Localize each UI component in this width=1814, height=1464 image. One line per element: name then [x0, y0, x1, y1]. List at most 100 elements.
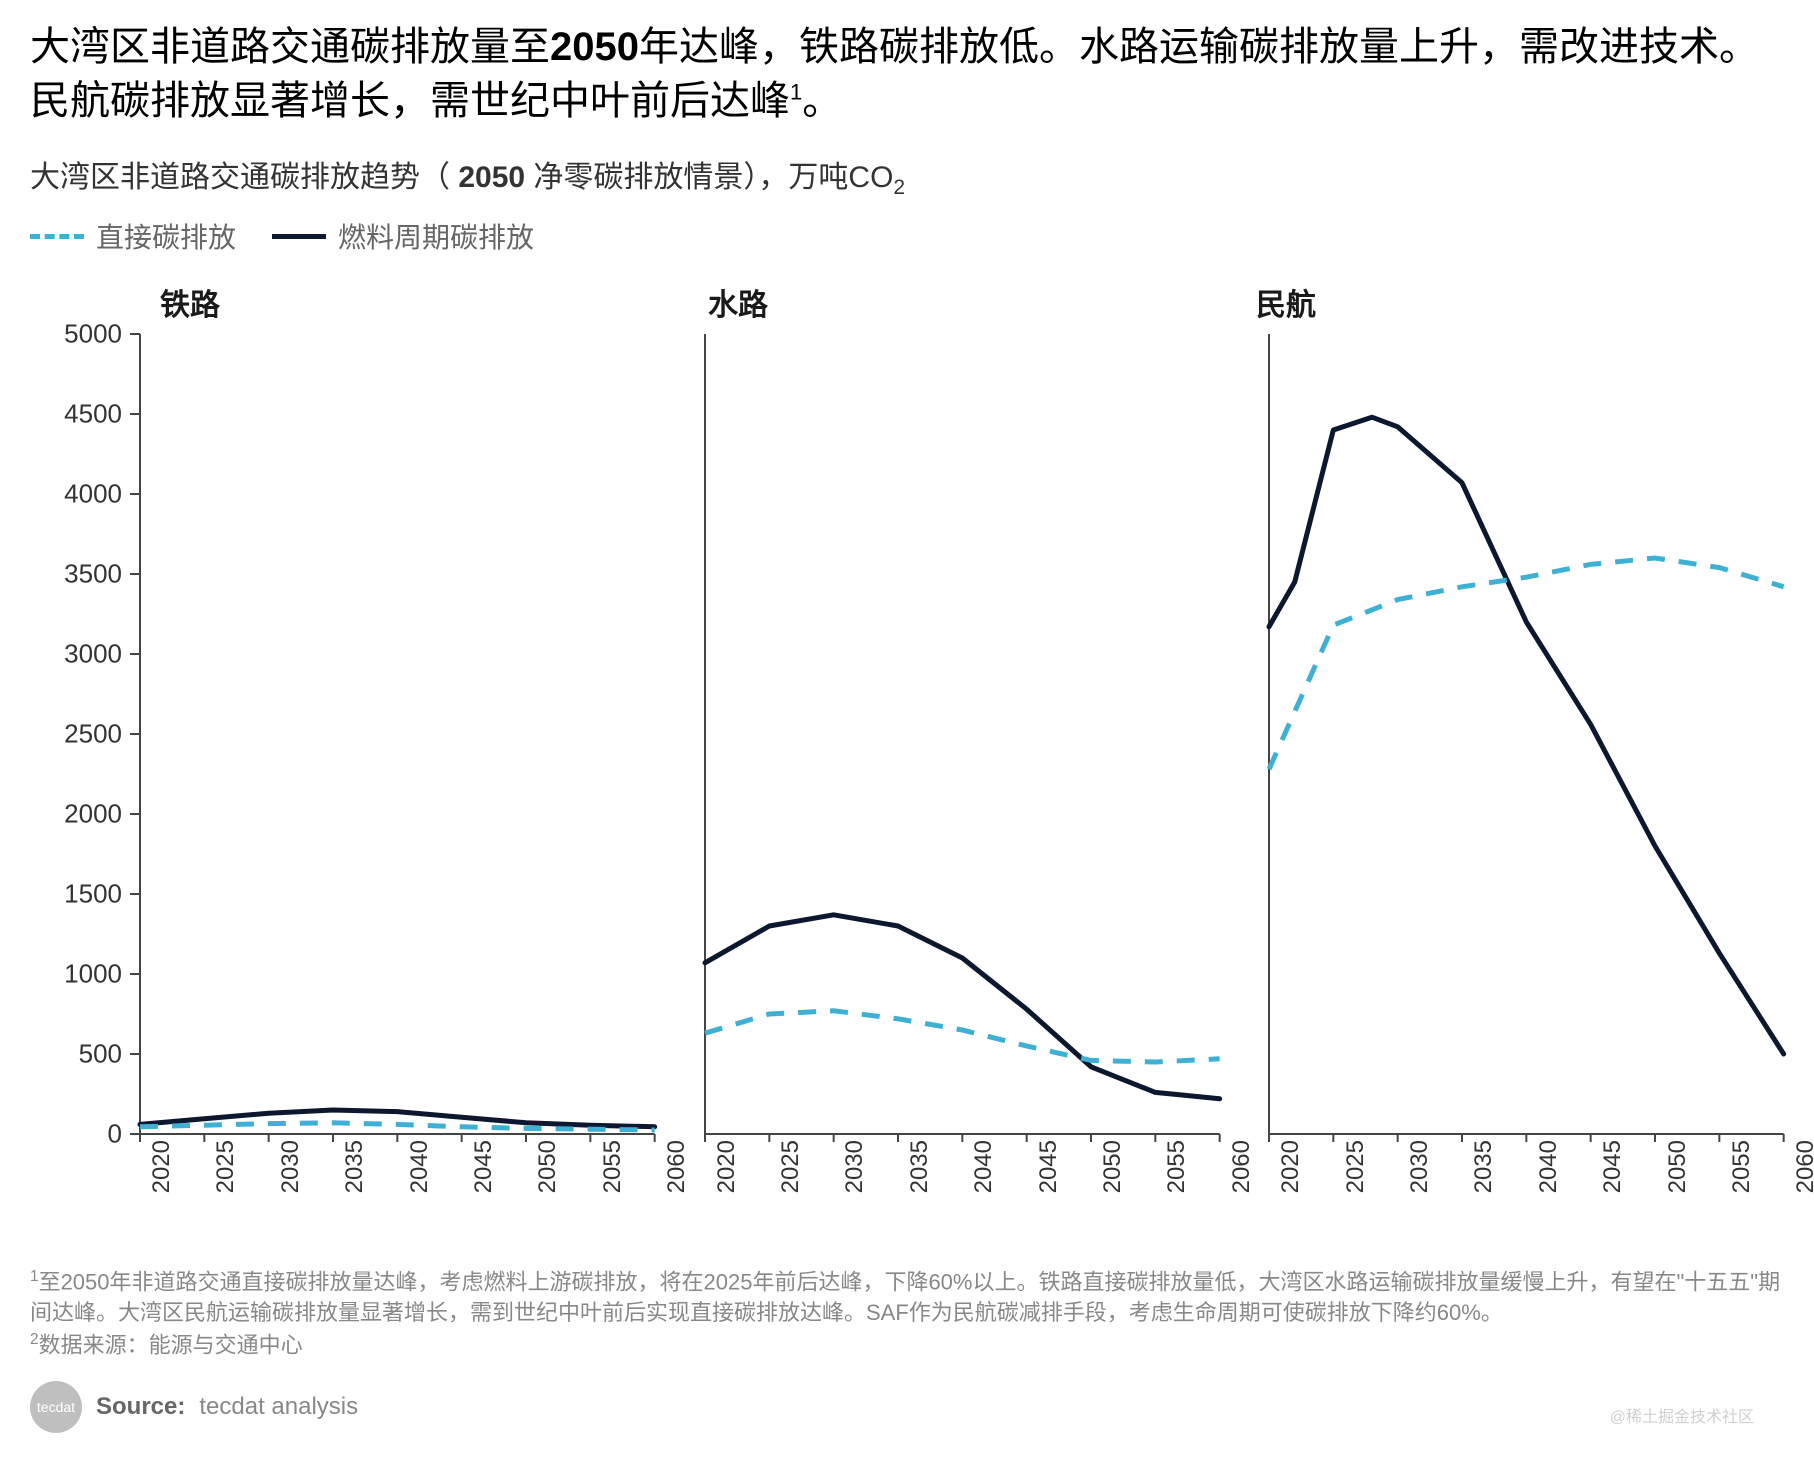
- source-label: Source:: [96, 1393, 185, 1421]
- y-tick-label: 1500: [64, 879, 122, 910]
- y-tick-mark: [130, 733, 140, 735]
- panels-container: [140, 334, 1784, 1134]
- panel-0: [140, 334, 655, 1134]
- headline: 大湾区非道路交通碳排放量至2050年达峰，铁路碳排放低。水路运输碳排放量上升，需…: [30, 20, 1784, 128]
- x-tick-label: 2040: [406, 1140, 434, 1193]
- panel-svg-0: [140, 334, 655, 1134]
- legend: 直接碳排放 燃料周期碳排放: [30, 216, 1784, 256]
- x-tick-label: 2040: [970, 1140, 998, 1193]
- x-tick-label: 2040: [1535, 1140, 1563, 1193]
- subtitle-sub: 2: [893, 176, 905, 199]
- x-tick-label: 2055: [1728, 1140, 1756, 1193]
- series-fuel: [705, 915, 1220, 1099]
- x-labels-0: 202020252030203520402045205020552060: [140, 1140, 655, 1230]
- x-tick-label: 2030: [1406, 1140, 1434, 1193]
- x-tick-label: 2035: [341, 1140, 369, 1193]
- series-direct: [705, 1011, 1220, 1062]
- x-tick-label: 2035: [906, 1140, 934, 1193]
- watermark: @稀土掘金技术社区: [1610, 1403, 1754, 1427]
- subtitle-bold: 2050: [450, 161, 533, 194]
- source-row: tecdat Source: tecdat analysis: [30, 1381, 1784, 1433]
- x-tick-label: 2020: [148, 1140, 176, 1193]
- y-tick-label: 0: [108, 1119, 122, 1150]
- y-tick-label: 2500: [64, 719, 122, 750]
- x-tick-label: 2045: [470, 1140, 498, 1193]
- x-labels-row: 2020 2025 2030 2035 2040 2045 2050 2055 2060 202…: [140, 1140, 1784, 1230]
- panel-title-1: 水路: [688, 280, 1236, 324]
- x-tick-label: 2055: [599, 1140, 627, 1193]
- y-tick-label: 5000: [64, 319, 122, 350]
- footnote-1-text: 至2050年非道路交通直接碳排放量达峰，考虑燃料上游碳排放，将在2025年前后达…: [30, 1269, 1780, 1325]
- y-tick-label: 3000: [64, 639, 122, 670]
- y-tick-mark: [130, 653, 140, 655]
- series-direct: [1269, 558, 1784, 769]
- x-tick-label: 2060: [663, 1140, 691, 1193]
- legend-item-fuel: 燃料周期碳排放: [272, 216, 534, 256]
- subtitle-part3: 净零碳排放情景），万吨CO: [533, 161, 893, 194]
- y-tick-mark: [130, 813, 140, 815]
- headline-year-bold: 2050: [550, 25, 639, 69]
- y-tick-label: 500: [79, 1039, 122, 1070]
- footnote-1-sup: 1: [30, 1268, 39, 1285]
- headline-part4: 。: [802, 79, 842, 123]
- x-tick-label: 2055: [1163, 1140, 1191, 1193]
- y-tick-label: 4500: [64, 399, 122, 430]
- footnote-2-sup: 2: [30, 1331, 39, 1348]
- footnote-2-text: 数据来源：能源与交通中心: [39, 1332, 303, 1357]
- y-axis: 0500100015002000250030003500400045005000: [30, 334, 140, 1134]
- x-tick-label: 2045: [1035, 1140, 1063, 1193]
- panel-title-0: 铁路: [140, 280, 688, 324]
- y-tick-mark: [130, 893, 140, 895]
- x-tick-label: 2030: [841, 1140, 869, 1193]
- x-tick-label: 2060: [1228, 1140, 1256, 1193]
- headline-footnote-sup: 1: [790, 80, 802, 105]
- x-tick-label: 2020: [1277, 1140, 1305, 1193]
- legend-label-fuel: 燃料周期碳排放: [338, 216, 534, 256]
- legend-label-direct: 直接碳排放: [96, 216, 236, 256]
- y-tick-mark: [130, 973, 140, 975]
- panel-2: [1269, 334, 1784, 1134]
- y-tick-mark: [130, 1053, 140, 1055]
- panel-titles-row: 铁路 水路 民航: [140, 280, 1784, 324]
- page-root: 大湾区非道路交通碳排放量至2050年达峰，铁路碳排放低。水路运输碳排放量上升，需…: [30, 20, 1784, 1433]
- y-tick-mark: [130, 573, 140, 575]
- logo-badge: tecdat: [30, 1381, 82, 1433]
- chart-area: 0500100015002000250030003500400045005000: [30, 334, 1784, 1134]
- y-tick-mark: [130, 1133, 140, 1135]
- x-tick-label: 2045: [1599, 1140, 1627, 1193]
- y-tick-label: 3500: [64, 559, 122, 590]
- y-tick-label: 4000: [64, 479, 122, 510]
- x-tick-label: 2050: [1664, 1140, 1692, 1193]
- x-tick-label: 2025: [777, 1140, 805, 1193]
- x-tick-label: 2025: [212, 1140, 240, 1193]
- panel-svg-1: [705, 334, 1220, 1134]
- x-tick-label: 2035: [1470, 1140, 1498, 1193]
- legend-swatch-direct: [30, 234, 84, 239]
- y-tick-mark: [130, 413, 140, 415]
- legend-item-direct: 直接碳排放: [30, 216, 236, 256]
- headline-part1: 大湾区非道路交通碳排放量至: [30, 25, 550, 69]
- footnotes: 1至2050年非道路交通直接碳排放量达峰，考虑燃料上游碳排放，将在2025年前后…: [30, 1266, 1784, 1361]
- subtitle: 大湾区非道路交通碳排放趋势（ 2050 净零碳排放情景），万吨CO2: [30, 152, 1784, 200]
- y-tick-label: 1000: [64, 959, 122, 990]
- footnote-2: 2数据来源：能源与交通中心: [30, 1329, 1784, 1361]
- x-tick-label: 2050: [534, 1140, 562, 1193]
- legend-swatch-fuel: [272, 234, 326, 239]
- panel-title-2: 民航: [1236, 280, 1784, 324]
- panel-1: [705, 334, 1220, 1134]
- panel-svg-2: [1269, 334, 1784, 1134]
- x-labels-2: 202020252030203520402045205020552060: [1269, 1140, 1784, 1230]
- x-labels-1: 202020252030203520402045205020552060: [705, 1140, 1220, 1230]
- subtitle-part1: 大湾区非道路交通碳排放趋势（: [30, 161, 450, 194]
- x-tick-label: 2050: [1099, 1140, 1127, 1193]
- footnote-1: 1至2050年非道路交通直接碳排放量达峰，考虑燃料上游碳排放，将在2025年前后…: [30, 1266, 1784, 1329]
- x-tick-label: 2020: [713, 1140, 741, 1193]
- source-value: tecdat analysis: [199, 1393, 358, 1421]
- series-fuel: [1269, 417, 1784, 1054]
- x-tick-label: 2025: [1342, 1140, 1370, 1193]
- y-tick-label: 2000: [64, 799, 122, 830]
- y-tick-mark: [130, 493, 140, 495]
- x-tick-label: 2060: [1792, 1140, 1814, 1193]
- x-tick-label: 2030: [277, 1140, 305, 1193]
- y-tick-mark: [130, 333, 140, 335]
